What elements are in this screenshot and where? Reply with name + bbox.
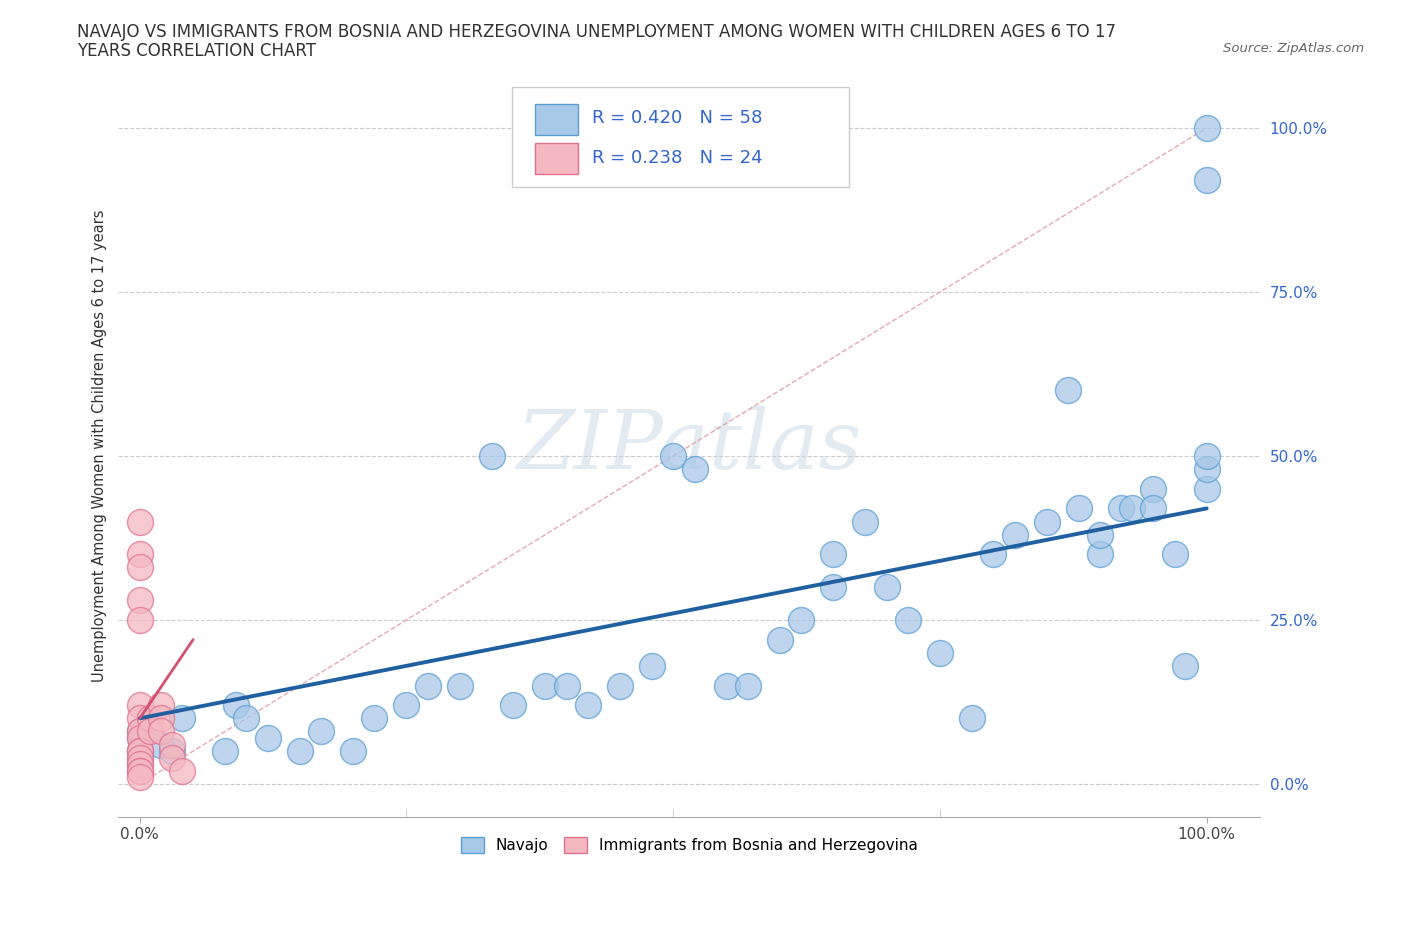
- Point: [342, 744, 364, 759]
- Text: NAVAJO VS IMMIGRANTS FROM BOSNIA AND HERZEGOVINA UNEMPLOYMENT AMONG WOMEN WITH C: NAVAJO VS IMMIGRANTS FROM BOSNIA AND HER…: [77, 23, 1116, 41]
- Point: [160, 751, 183, 765]
- Point: [929, 645, 952, 660]
- Point: [1195, 461, 1218, 476]
- Point: [128, 698, 150, 712]
- Point: [1067, 501, 1090, 516]
- Point: [716, 678, 738, 693]
- Point: [1195, 482, 1218, 497]
- Point: [128, 744, 150, 759]
- Point: [853, 514, 876, 529]
- Point: [128, 711, 150, 725]
- Point: [256, 731, 278, 746]
- Point: [288, 744, 311, 759]
- Point: [128, 724, 150, 738]
- Point: [769, 632, 792, 647]
- Point: [128, 613, 150, 628]
- Point: [150, 698, 173, 712]
- Point: [128, 764, 150, 778]
- Point: [1088, 527, 1111, 542]
- Point: [897, 613, 920, 628]
- Point: [823, 579, 845, 594]
- Point: [790, 613, 813, 628]
- Point: [981, 547, 1004, 562]
- Point: [128, 724, 150, 738]
- Point: [576, 698, 599, 712]
- Text: ZIPatlas: ZIPatlas: [516, 406, 862, 486]
- Point: [1142, 482, 1164, 497]
- Point: [1195, 448, 1218, 463]
- Point: [1121, 501, 1143, 516]
- Point: [1142, 501, 1164, 516]
- Point: [309, 724, 332, 738]
- Point: [823, 547, 845, 562]
- Point: [363, 711, 385, 725]
- Point: [1057, 383, 1080, 398]
- Point: [128, 770, 150, 785]
- Point: [128, 757, 150, 772]
- Point: [641, 658, 664, 673]
- Point: [1088, 547, 1111, 562]
- Point: [160, 744, 183, 759]
- Point: [225, 698, 247, 712]
- Point: [395, 698, 418, 712]
- Point: [737, 678, 759, 693]
- Point: [662, 448, 685, 463]
- Point: [609, 678, 631, 693]
- Point: [555, 678, 578, 693]
- Point: [683, 461, 706, 476]
- Point: [1163, 547, 1185, 562]
- Point: [449, 678, 471, 693]
- Point: [416, 678, 439, 693]
- Point: [1195, 173, 1218, 188]
- Point: [960, 711, 983, 725]
- Point: [128, 731, 150, 746]
- Point: [502, 698, 524, 712]
- Point: [150, 711, 173, 725]
- Point: [150, 724, 173, 738]
- Point: [160, 737, 183, 752]
- Point: [172, 711, 194, 725]
- Text: R = 0.238   N = 24: R = 0.238 N = 24: [592, 149, 763, 166]
- FancyBboxPatch shape: [536, 103, 578, 135]
- Point: [1174, 658, 1197, 673]
- Point: [876, 579, 898, 594]
- FancyBboxPatch shape: [536, 143, 578, 174]
- Legend: Navajo, Immigrants from Bosnia and Herzegovina: Navajo, Immigrants from Bosnia and Herze…: [453, 830, 925, 861]
- Point: [128, 547, 150, 562]
- Point: [128, 514, 150, 529]
- Point: [128, 744, 150, 759]
- Point: [214, 744, 236, 759]
- Point: [139, 724, 162, 738]
- Point: [481, 448, 503, 463]
- Text: R = 0.420   N = 58: R = 0.420 N = 58: [592, 110, 762, 127]
- Point: [150, 737, 173, 752]
- Point: [128, 764, 150, 778]
- Text: Source: ZipAtlas.com: Source: ZipAtlas.com: [1223, 42, 1364, 55]
- Point: [1111, 501, 1133, 516]
- Point: [128, 751, 150, 765]
- Point: [128, 744, 150, 759]
- Point: [128, 757, 150, 772]
- Point: [1004, 527, 1026, 542]
- Point: [235, 711, 257, 725]
- Point: [128, 731, 150, 746]
- Point: [128, 592, 150, 607]
- Point: [128, 751, 150, 765]
- Text: YEARS CORRELATION CHART: YEARS CORRELATION CHART: [77, 42, 316, 60]
- Point: [172, 764, 194, 778]
- Point: [139, 711, 162, 725]
- Point: [1035, 514, 1057, 529]
- Point: [128, 560, 150, 575]
- Point: [534, 678, 557, 693]
- Point: [1195, 121, 1218, 136]
- FancyBboxPatch shape: [512, 86, 849, 187]
- Y-axis label: Unemployment Among Women with Children Ages 6 to 17 years: Unemployment Among Women with Children A…: [93, 210, 107, 683]
